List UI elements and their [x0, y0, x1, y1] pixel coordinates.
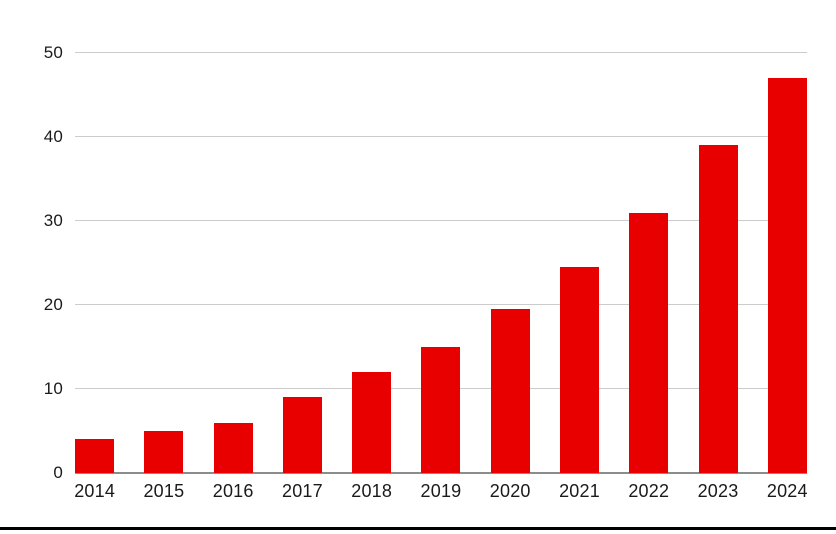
- gridline-50: [75, 52, 807, 53]
- x-tick-label-2015: 2015: [143, 481, 185, 501]
- bar-2021: [560, 267, 600, 473]
- y-tick-label-50: 50: [43, 43, 63, 62]
- plot-area: [75, 52, 807, 474]
- x-tick-label-2023: 2023: [697, 481, 739, 501]
- y-tick-label-20: 20: [43, 295, 63, 314]
- y-tick-label-0: 0: [53, 463, 63, 482]
- y-axis-labels: 0 10 20 30 40 50: [0, 43, 63, 482]
- y-tick-label-30: 30: [43, 211, 63, 230]
- bottom-divider: [0, 527, 836, 530]
- x-axis-line: [75, 472, 807, 474]
- x-tick-label-2017: 2017: [282, 481, 323, 501]
- x-tick-label-2016: 2016: [212, 481, 254, 501]
- bar-2014: [75, 439, 114, 473]
- y-tick-label-10: 10: [43, 379, 63, 398]
- x-tick-label-2018: 2018: [351, 481, 393, 501]
- bar-2020: [490, 309, 530, 473]
- x-tick-label-2019: 2019: [420, 481, 462, 501]
- x-tick-label-2024: 2024: [766, 481, 808, 501]
- x-tick-label-2022: 2022: [628, 481, 670, 501]
- x-axis-labels: 2014 2015 2016 2017 2018 2019 2020 2021 2022 2023…: [60, 480, 822, 504]
- bar-2017: [282, 397, 322, 473]
- bar-2019: [421, 347, 461, 473]
- bar-2024: [767, 78, 807, 473]
- x-tick-label-2021: 2021: [559, 481, 600, 501]
- gridline-30: [75, 220, 807, 221]
- bar-2016: [213, 422, 253, 473]
- x-tick-label-2020: 2020: [489, 481, 531, 501]
- y-tick-label-40: 40: [43, 127, 63, 146]
- bars-group: [75, 53, 807, 473]
- bar-2015: [144, 431, 184, 473]
- x-tick-label-2014: 2014: [74, 481, 116, 501]
- gridline-20: [75, 304, 807, 305]
- gridline-40: [75, 136, 807, 137]
- bar-2023: [698, 145, 738, 473]
- bar-2022: [629, 212, 669, 473]
- bar-2018: [352, 372, 392, 473]
